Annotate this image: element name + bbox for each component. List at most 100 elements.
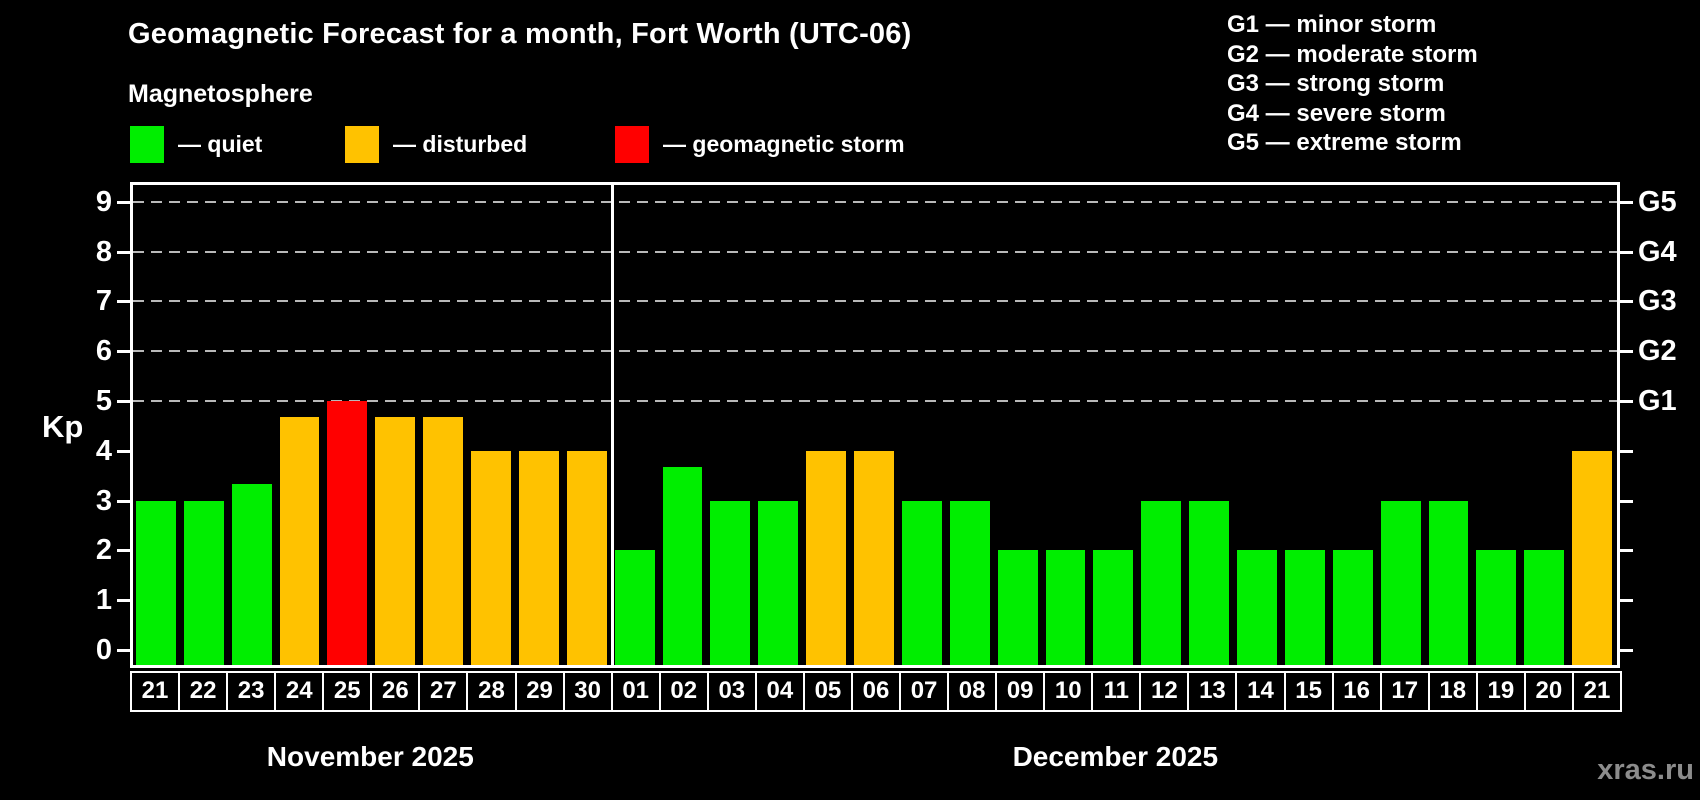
y-tick-label: 1 xyxy=(95,584,112,617)
kp-bar-13 xyxy=(1189,500,1230,665)
gridline-kp8 xyxy=(133,250,1617,253)
day-label-16: 16 xyxy=(1331,671,1382,712)
left-axis-tick xyxy=(117,549,130,553)
day-label-05: 05 xyxy=(802,671,853,712)
day-label-04: 04 xyxy=(754,671,805,712)
month-label-november: November 2025 xyxy=(266,741,474,772)
day-label-11: 11 xyxy=(1091,671,1142,712)
day-label-22: 22 xyxy=(178,671,229,712)
day-label-19: 19 xyxy=(1475,671,1526,712)
kp-bar-16 xyxy=(1332,550,1373,665)
day-label-17: 17 xyxy=(1379,671,1430,712)
g-scale-label-g1: G1 xyxy=(1638,385,1677,417)
day-label-30: 30 xyxy=(562,671,613,712)
day-label-24: 24 xyxy=(274,671,325,712)
kp-bar-04 xyxy=(758,500,799,665)
kp-bar-25 xyxy=(327,401,368,665)
g3-legend-line: G3 — strong storm xyxy=(1227,70,1445,97)
kp-bar-24 xyxy=(279,417,320,665)
legend-item-storm: — geomagnetic storm xyxy=(615,126,905,163)
day-label-18: 18 xyxy=(1427,671,1478,712)
y-tick-label: 6 xyxy=(95,335,112,368)
day-label-12: 12 xyxy=(1139,671,1190,712)
day-label-03: 03 xyxy=(706,671,757,712)
kp-bar-06 xyxy=(854,450,894,665)
kp-bar-23 xyxy=(231,484,272,665)
kp-bar-22 xyxy=(183,500,224,665)
gridline-kp6 xyxy=(133,350,1617,353)
kp-bar-17 xyxy=(1380,500,1421,665)
kp-bar-11 xyxy=(1093,550,1134,665)
day-label-10: 10 xyxy=(1043,671,1094,712)
day-label-06: 06 xyxy=(850,671,902,712)
kp-bar-09 xyxy=(997,550,1038,665)
day-label-02: 02 xyxy=(658,671,709,712)
left-axis-tick xyxy=(117,649,130,652)
month-label-december: December 2025 xyxy=(1012,741,1219,772)
right-axis-tick xyxy=(1620,499,1633,503)
kp-bar-18 xyxy=(1428,500,1469,665)
right-axis-tick xyxy=(1620,649,1633,652)
day-axis: 21 22 23 24 25 26 27 28 29 30 01 02 03 04 05 06 07 08 09 10… xyxy=(130,671,1622,712)
kp-bar-10 xyxy=(1045,550,1086,665)
day-label-29: 29 xyxy=(514,671,565,712)
kp-bar-21 xyxy=(136,500,176,665)
left-axis-tick xyxy=(117,350,130,354)
y-tick-label: 2 xyxy=(95,534,112,567)
kp-bar-29 xyxy=(518,450,559,665)
day-label-07: 07 xyxy=(899,671,950,712)
day-label-21: 21 xyxy=(1571,671,1622,712)
g1-legend-line: G1 — minor storm xyxy=(1227,11,1437,38)
gridline-kp7 xyxy=(133,300,1617,303)
kp-bar-02 xyxy=(662,467,703,665)
kp-bar-14 xyxy=(1237,550,1277,665)
right-axis-tick xyxy=(1620,200,1633,204)
kp-bar-08 xyxy=(949,500,990,665)
day-label-27: 27 xyxy=(418,671,469,712)
legend-label-quiet: — quiet xyxy=(178,131,263,157)
day-label-28: 28 xyxy=(466,671,517,712)
kp-bar-21 xyxy=(1572,450,1612,665)
legend-item-disturbed: — disturbed xyxy=(345,126,527,163)
kp-bar-01 xyxy=(614,550,655,665)
y-tick-label: 9 xyxy=(95,185,112,218)
left-axis-tick xyxy=(117,449,130,453)
kp-bar-26 xyxy=(375,417,416,665)
right-axis-tick xyxy=(1620,250,1633,254)
y-axis-title: Kp xyxy=(42,409,84,444)
storm-scale-legend: G1 — minor storm G2 — moderate storm G3 … xyxy=(1227,10,1478,158)
g2-legend-line: G2 — moderate storm xyxy=(1227,40,1478,68)
month-separator xyxy=(610,185,614,665)
kp-bar-19 xyxy=(1476,550,1517,665)
right-axis-tick xyxy=(1620,449,1633,453)
right-axis-tick xyxy=(1620,350,1633,354)
day-label-13: 13 xyxy=(1187,671,1238,712)
y-tick-label: 8 xyxy=(95,235,112,268)
day-label-15: 15 xyxy=(1283,671,1334,712)
page-title: Geomagnetic Forecast for a month, Fort W… xyxy=(128,18,912,50)
kp-bar-20 xyxy=(1524,550,1565,665)
g-scale-label-g3: G3 xyxy=(1638,285,1677,318)
gridline-kp9 xyxy=(133,200,1617,203)
left-axis-tick xyxy=(117,599,130,603)
y-tick-label: 5 xyxy=(95,385,112,417)
right-axis-tick xyxy=(1620,300,1633,304)
left-axis-tick xyxy=(117,300,130,304)
plot-canvas xyxy=(133,185,1617,665)
y-tick-label: 3 xyxy=(95,484,112,517)
legend-item-quiet: — quiet xyxy=(130,126,262,163)
day-label-14: 14 xyxy=(1235,671,1286,712)
day-label-26: 26 xyxy=(370,671,421,712)
day-label-09: 09 xyxy=(995,671,1046,712)
y-tick-label: 4 xyxy=(95,434,112,467)
kp-bar-03 xyxy=(710,500,751,665)
g-scale-label-g5: G5 xyxy=(1638,185,1677,218)
left-axis-tick xyxy=(117,499,130,503)
watermark: xras.ru xyxy=(1597,754,1694,786)
plot-area xyxy=(130,182,1620,668)
day-label-21: 21 xyxy=(130,671,181,712)
kp-bar-12 xyxy=(1141,500,1182,665)
g5-legend-line: G5 — extreme storm xyxy=(1227,129,1462,156)
kp-bar-15 xyxy=(1284,550,1325,665)
day-label-01: 01 xyxy=(610,671,661,712)
